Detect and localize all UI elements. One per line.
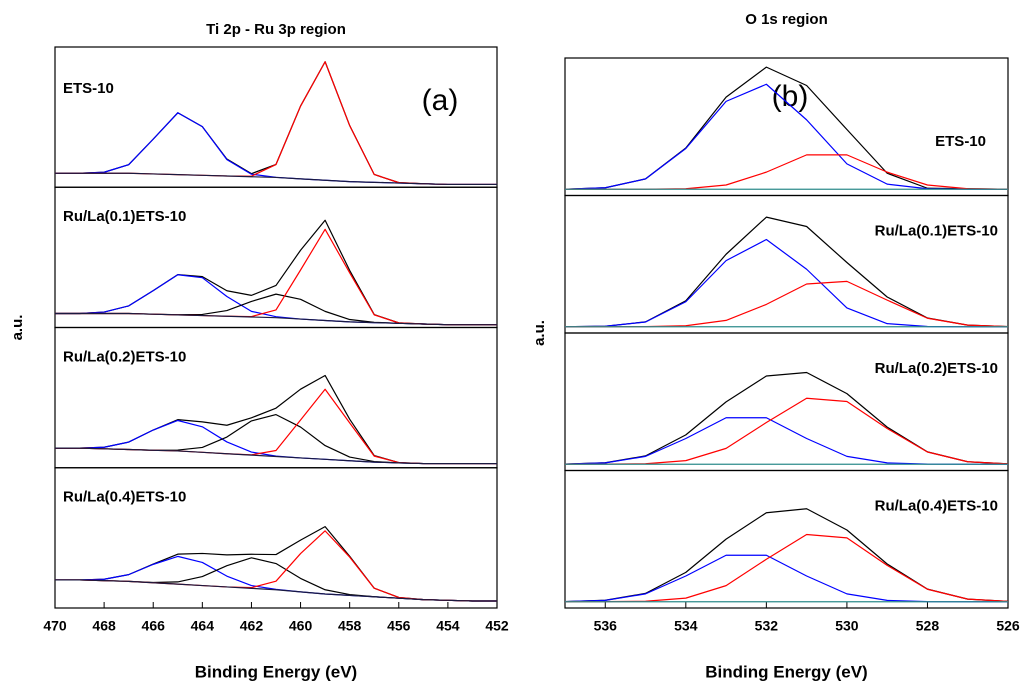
panel-label: (a) — [422, 84, 459, 117]
spectrum-curve — [564, 508, 1009, 603]
x-tick-label: 468 — [92, 618, 116, 634]
spectrum-curve — [55, 61, 497, 186]
x-tick-label: 464 — [191, 618, 215, 634]
x-tick-label: 470 — [43, 618, 67, 634]
spectrum-curve — [564, 238, 1008, 328]
y-axis-label: a.u. — [9, 315, 26, 341]
x-tick-label: 454 — [436, 618, 460, 634]
spectrum-curve — [55, 228, 497, 326]
spectrum-curve — [55, 447, 497, 465]
x-tick-label: 536 — [594, 618, 618, 634]
subplot-label: Ru/La(0.1)ETS-10 — [63, 208, 186, 225]
spectrum-curve — [564, 397, 1009, 465]
subplot-frame — [564, 332, 1009, 472]
subplot-label: Ru/La(0.1)ETS-10 — [875, 222, 998, 239]
spectrum-curve — [55, 172, 497, 186]
spectrum-curve — [55, 388, 497, 465]
panel-label: (b) — [772, 80, 809, 113]
chart-title: O 1s region — [745, 11, 828, 28]
subplot-label: Ru/La(0.4)ETS-10 — [63, 489, 186, 506]
spectrum-curve — [55, 557, 497, 602]
x-tick-label: 528 — [916, 618, 940, 634]
spectrum-curve — [55, 61, 497, 186]
x-tick-label: 530 — [835, 618, 859, 634]
spectrum-curve — [564, 417, 1008, 465]
spectrum-curve — [55, 579, 497, 602]
x-tick-label: 462 — [240, 618, 264, 634]
spectrum-curve — [565, 154, 1009, 190]
x-tick-label: 460 — [289, 618, 313, 634]
spectrum-curve — [564, 554, 1008, 603]
y-axis-label: a.u. — [531, 320, 548, 346]
spectrum-curve — [55, 530, 497, 602]
subplot-label: ETS-10 — [935, 133, 986, 150]
subplot-label: Ru/La(0.2)ETS-10 — [875, 360, 998, 377]
x-tick-label: 456 — [387, 618, 411, 634]
subplot-frame — [564, 57, 1009, 197]
x-tick-label: 466 — [142, 618, 166, 634]
subplot-frame — [54, 467, 498, 609]
subplot-label: Ru/La(0.4)ETS-10 — [875, 497, 998, 514]
spectrum-curve — [564, 371, 1009, 465]
x-tick-label: 534 — [674, 618, 698, 634]
subplot-label: Ru/La(0.2)ETS-10 — [63, 348, 186, 365]
chart-title: Ti 2p - Ru 3p region — [206, 21, 346, 38]
x-tick-label: 526 — [996, 618, 1020, 634]
x-axis-label: Binding Energy (eV) — [195, 662, 357, 681]
subplot-frame — [54, 46, 498, 188]
x-axis-label: Binding Energy (eV) — [705, 662, 867, 681]
x-tick-label: 458 — [338, 618, 362, 634]
subplot-frame — [564, 469, 1009, 609]
x-tick-label: 452 — [485, 618, 509, 634]
spectrum-curve — [55, 312, 497, 326]
spectrum-curve — [564, 533, 1009, 603]
subplot-label: ETS-10 — [63, 80, 114, 97]
x-tick-label: 532 — [755, 618, 779, 634]
subplot-frame — [564, 194, 1009, 334]
